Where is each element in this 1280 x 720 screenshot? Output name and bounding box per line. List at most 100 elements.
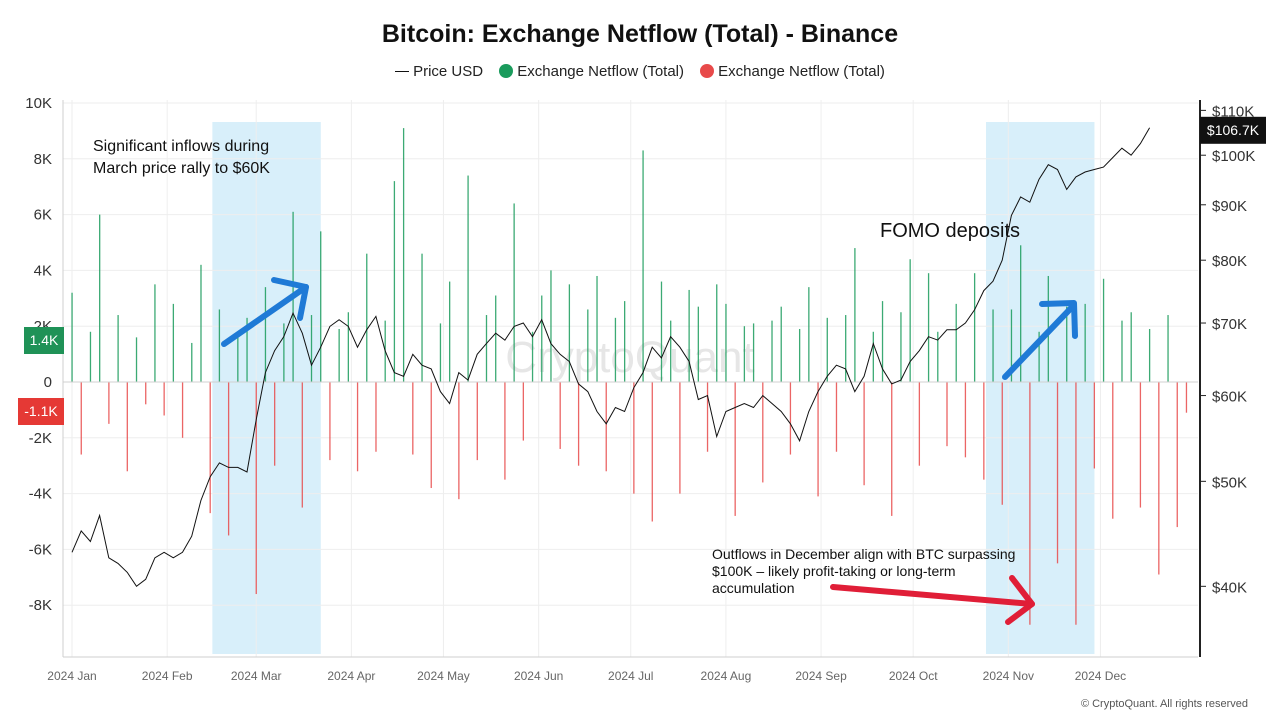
outflow-bar [789,382,792,455]
inflow-bar [71,292,73,382]
annotation-december: Outflows in December align with BTC surp… [712,546,1052,597]
x-tick-label: 2024 Sep [795,669,847,683]
inflow-bar [218,309,221,382]
x-tick-label: 2024 Apr [327,669,375,683]
outflow-bar [964,382,967,458]
inflow-bar [697,306,699,382]
outflow-bar [1112,382,1114,519]
outflow-bar [1093,382,1096,469]
outflow-bar [504,382,506,480]
axes: 10K8K6K4K2K0-2K-4K-6K-8K$110K$100K$90K$8… [18,95,1266,683]
inflow-bar [845,315,847,382]
watermark: CryptoQuant [505,333,754,382]
inflow-bar [992,309,994,382]
outflow-bar [1056,382,1059,564]
outflow-bar [983,382,985,480]
outflow-bar [1001,382,1003,505]
legend-outflow[interactable]: Exchange Netflow (Total) [700,63,885,80]
inflow-bar [135,337,138,382]
annotation-march: Significant inflows during March price r… [93,136,323,180]
inflow-value-badge [24,327,64,354]
outflow-bar [605,382,607,472]
inflow-bar [826,317,828,382]
outflow-bar [817,382,819,497]
inflow-bar [449,281,451,382]
inflow-bar [495,295,497,382]
outflow-bar [1176,382,1178,528]
annotation-fomo: FOMO deposits [880,220,1021,242]
inflow-bar [264,287,267,382]
inflow-bar [872,331,874,382]
inflow-value-text: 1.4K [30,332,59,348]
left-tick-label: -4K [29,486,52,503]
annotation-dec-line2: $100K – likely profit-taking or long-ter… [712,563,956,579]
december-arrow-shaft [830,584,1035,607]
inflow-bar [338,328,340,382]
outflow-bar [1139,382,1142,508]
left-tick-label: 4K [34,262,52,279]
inflow-bar [937,331,939,382]
legend-price[interactable]: Price USD [395,63,483,80]
outflow-bar [255,382,257,595]
netflow-bars [63,128,1198,625]
inflow-bar [154,284,156,382]
outflow-bar [458,382,460,500]
outflow-bar [430,382,432,489]
outflow-bar [1158,382,1160,575]
x-tick-label: 2024 Jul [608,669,653,683]
inflow-bar [725,303,727,382]
legend: Price USD Exchange Netflow (Total) Excha… [0,62,1280,80]
outflow-value-badge [18,398,64,425]
outflow-bar [227,382,230,536]
outflow-bar [375,382,377,452]
outflow-bar [734,382,736,516]
inflow-bar [550,270,552,382]
legend-inflow-label: Exchange Netflow (Total) [517,62,684,80]
inflow-bar [439,323,442,382]
outflow-bar [209,382,211,514]
inflow-bar [808,287,810,382]
left-tick-label: -8K [29,597,52,614]
annotation-dec-line1: Outflows in December align with BTC surp… [712,546,1016,562]
outflow-bar [918,382,921,466]
inflow-bar [688,289,690,382]
x-tick-label: 2024 Jan [47,669,96,683]
inflow-bar [1102,278,1105,382]
legend-inflow[interactable]: Exchange Netflow (Total) [499,63,684,80]
inflow-bar [798,328,801,382]
price-value-text: $106.7K [1207,122,1260,138]
inflow-bar [1167,315,1169,382]
green-dot-icon [499,63,514,78]
legend-price-label: Price USD [413,62,484,80]
x-tick-label: 2024 Feb [142,669,193,683]
inflow-bar [347,312,349,382]
inflow-bar [716,284,718,382]
right-tick-label: $60K [1212,389,1247,406]
inflow-bar [670,320,672,382]
inflow-bar [402,128,405,382]
inflow-bar [1130,312,1132,382]
inflow-bar [587,309,589,382]
outflow-bar [329,382,331,461]
outflow-value-text: -1.1K [24,403,58,419]
right-tick-label: $110K [1212,103,1254,120]
right-tick-label: $100K [1212,148,1255,165]
outflow-bar [577,382,580,466]
outflow-bar [835,382,838,452]
inflow-bar [881,301,884,382]
right-tick-label: $50K [1212,474,1247,491]
inflow-bar [421,253,423,382]
inflow-bar [320,231,322,382]
outflow-bar [145,382,147,405]
outflow-bar [108,382,110,424]
outflow-bar [651,382,653,522]
inflow-bar [366,253,368,382]
right-tick-label: $40K [1212,579,1247,596]
x-tick-label: 2024 Mar [231,669,282,683]
inflow-bar [191,342,193,382]
inflow-bar [614,317,617,382]
left-tick-label: 10K [25,95,52,112]
inflow-bar [743,326,746,382]
outflow-bar [633,382,635,494]
